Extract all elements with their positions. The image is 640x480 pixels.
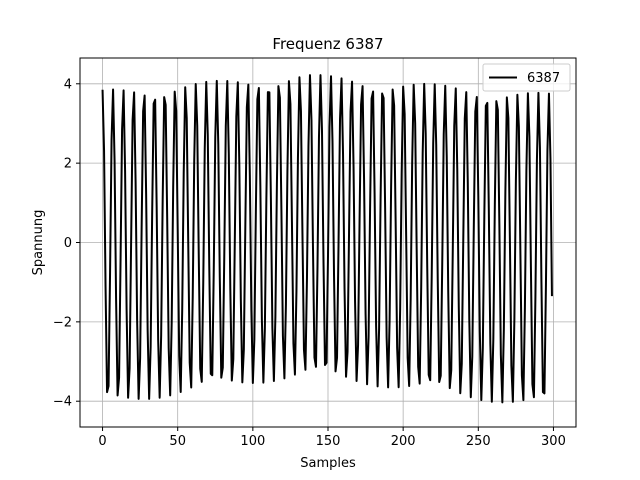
legend-box bbox=[482, 63, 571, 92]
series-layer bbox=[101, 74, 553, 404]
x-tick-label-50: 50 bbox=[169, 434, 186, 449]
x-axis-label: Samples bbox=[300, 456, 356, 471]
x-tick-label-100: 100 bbox=[240, 434, 265, 449]
x-tick-label-0: 0 bbox=[98, 434, 106, 449]
y-tick-label--4: −4 bbox=[53, 395, 72, 410]
x-tick-label-300: 300 bbox=[541, 434, 566, 449]
y-tick-label-4: 4 bbox=[64, 77, 72, 92]
x-axis-ticks: 0 50 100 150 200 250 300 bbox=[98, 427, 566, 449]
series-line-6387 bbox=[101, 74, 553, 404]
x-tick-label-200: 200 bbox=[391, 434, 416, 449]
x-tick-label-150: 150 bbox=[316, 434, 341, 449]
x-tick-label-250: 250 bbox=[466, 434, 491, 449]
legend-label-6387: 6387 bbox=[527, 71, 560, 86]
y-axis-ticks: −4 −2 0 2 4 bbox=[53, 77, 80, 410]
y-axis-label: Spannung bbox=[31, 210, 46, 276]
y-tick-label-0: 0 bbox=[64, 236, 72, 251]
chart-title: Frequenz 6387 bbox=[272, 35, 383, 53]
legend: 6387 bbox=[482, 63, 571, 92]
y-tick-label--2: −2 bbox=[53, 315, 72, 330]
y-tick-label-2: 2 bbox=[64, 157, 72, 172]
